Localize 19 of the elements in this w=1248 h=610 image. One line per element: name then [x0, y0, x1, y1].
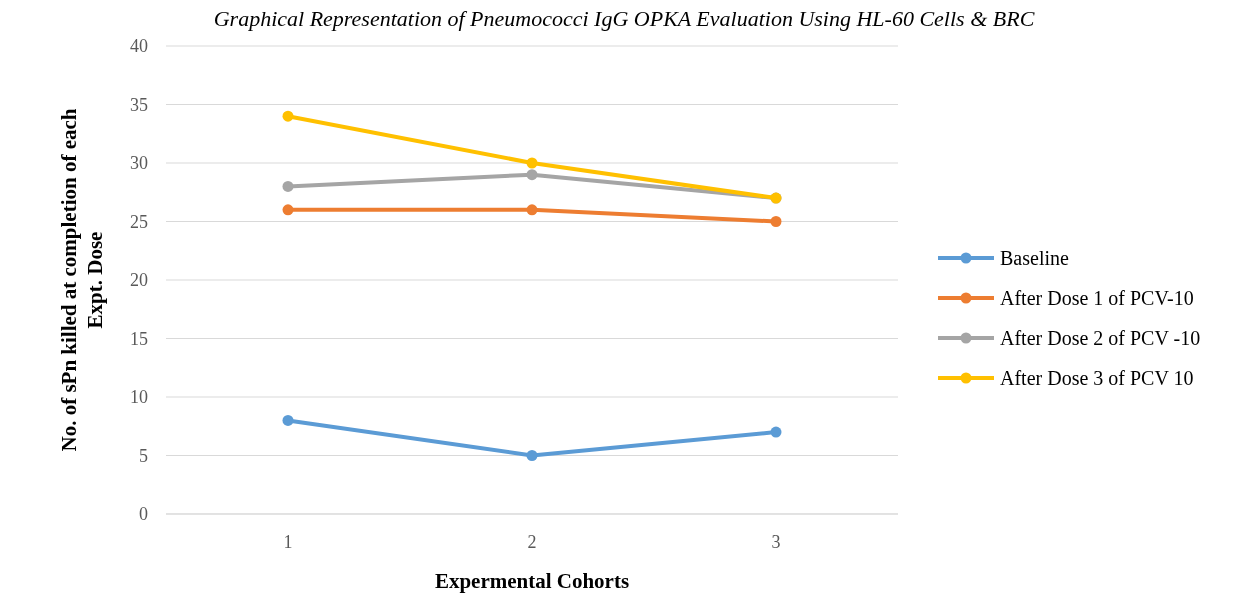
y-tick-label: 5 — [139, 445, 148, 466]
y-tick-label: 30 — [130, 153, 148, 174]
legend-label: After Dose 3 of PCV 10 — [1000, 367, 1194, 389]
y-tick-label: 0 — [139, 504, 148, 525]
y-tick-label: 15 — [130, 328, 148, 349]
legend-label: Baseline — [1000, 247, 1069, 269]
y-tick-label: 25 — [130, 211, 148, 232]
y-tick-label: 20 — [130, 270, 148, 291]
chart-title: Graphical Representation of Pneumococci IgG OPKA Evaluation Using HL-60 Cells & BRC — [213, 6, 1035, 31]
x-tick-label: 1 — [283, 532, 293, 552]
y-axis-title: No. of sPn killed at completion of each Expt. Dose — [57, 108, 107, 452]
legend-label: After Dose 2 of PCV -10 — [1000, 327, 1201, 349]
y-tick-label: 35 — [130, 94, 148, 115]
x-axis-title: Expermental Cohorts — [434, 569, 630, 593]
x-tick-label: 3 — [771, 532, 781, 552]
x-tick-label: 2 — [527, 532, 537, 552]
legend-label: After Dose 1 of PCV-10 — [1000, 287, 1194, 309]
y-tick-label: 40 — [130, 36, 148, 57]
y-tick-label: 10 — [130, 387, 148, 408]
